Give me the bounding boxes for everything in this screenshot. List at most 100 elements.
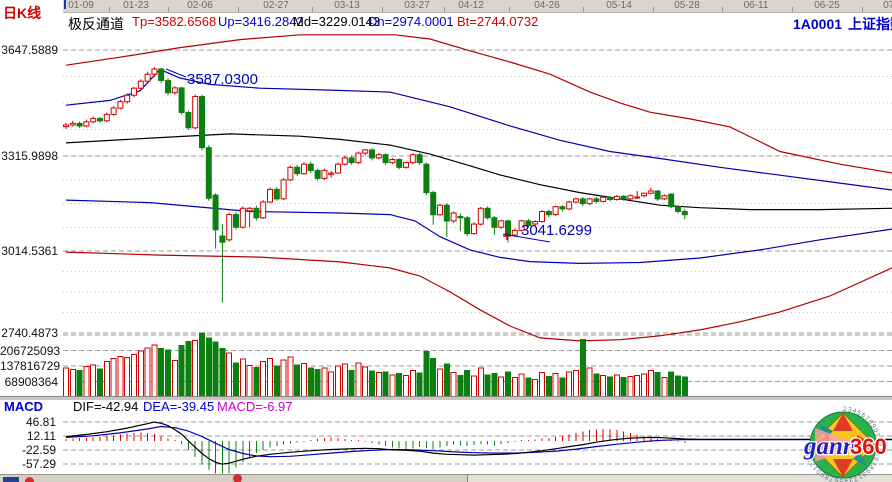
volume-bar [131, 354, 137, 398]
volume-bar [654, 372, 661, 398]
volume-bar [566, 371, 573, 398]
logo-word: gann [803, 433, 857, 460]
candle-body [348, 157, 355, 164]
candle-body [158, 68, 165, 81]
volume-bar [83, 366, 90, 398]
candle-body [90, 118, 97, 123]
candle-body [627, 195, 634, 200]
candle-body [532, 221, 539, 225]
volume-bar [457, 374, 464, 398]
logo-triangle-s [833, 459, 853, 477]
candle-body [287, 166, 294, 181]
candle-body [212, 194, 219, 231]
volume-bar [600, 374, 607, 398]
date-strip-edge-mark [64, 0, 66, 9]
candle-body [552, 206, 559, 216]
volume-bar [627, 375, 634, 398]
candle-body [423, 163, 430, 194]
volume-layer [63, 332, 688, 398]
candle-body [369, 149, 375, 159]
channel-lines-layer [65, 34, 892, 342]
volume-bar [301, 362, 307, 398]
volume-bar [117, 355, 124, 398]
scrollbar-track-right[interactable] [468, 475, 892, 482]
volume-bar [287, 356, 294, 398]
candle-body [457, 216, 464, 219]
volume-bar [579, 339, 586, 398]
channel-line-Tp [65, 34, 892, 174]
candle-body [110, 107, 117, 115]
candle-body [382, 154, 389, 164]
logo-pink-triangle [815, 428, 861, 462]
volume-bar [634, 374, 641, 398]
volume-bar [314, 369, 321, 398]
volume-bar [375, 372, 382, 398]
dif-line [65, 421, 892, 465]
volume-bar [573, 370, 579, 398]
macd-value-readout: MACD=-6.97 [217, 399, 293, 414]
indicator-value-dn: Dn=2974.0001 [368, 14, 454, 29]
candle-body [335, 163, 341, 174]
candle-body [233, 214, 239, 228]
volume-bar [103, 361, 110, 398]
channel-line-Bt [65, 251, 892, 342]
candle-body [314, 170, 321, 179]
volume-bar [124, 356, 131, 398]
volume-bar [491, 373, 498, 398]
volume-bar [369, 370, 375, 398]
volume-bar [158, 348, 165, 398]
candle-body [97, 118, 103, 122]
candle-body [178, 87, 185, 114]
candle-body [273, 188, 280, 200]
candle-body [491, 217, 498, 228]
candle-body [219, 235, 226, 243]
candle-body [647, 190, 654, 194]
logo-triangle-e [857, 435, 875, 455]
candle-body [409, 154, 416, 164]
candle-body [600, 196, 607, 202]
candle-body [341, 157, 348, 165]
candle-body [607, 196, 613, 201]
indicator-value-tp: Tp=3582.6568 [132, 14, 217, 29]
channel-line-Md [65, 133, 892, 211]
volume-bar [620, 377, 627, 398]
volume-bar [144, 347, 151, 398]
candles-layer [63, 67, 688, 303]
volume-bar [668, 371, 675, 398]
volume-bar [171, 360, 178, 398]
macd-dea-readout: DEA=-39.45 [143, 399, 215, 414]
candle-body [403, 162, 409, 168]
candle-body [355, 152, 362, 164]
candle-body [681, 211, 688, 216]
candle-body [151, 68, 158, 75]
bottom-scrollbar[interactable] [0, 474, 892, 482]
candle-body [464, 217, 471, 235]
volume-bar [396, 373, 403, 398]
candle-body [205, 147, 212, 199]
volume-bar [430, 357, 437, 398]
volume-bar [641, 373, 647, 398]
volume-bar [212, 341, 219, 398]
volume-bar [233, 362, 239, 398]
volume-bar [423, 351, 430, 398]
volume-bar [307, 367, 314, 398]
candle-body [559, 206, 566, 210]
gann360-logo: 23456789012345678901234567890123456 gann… [802, 406, 888, 482]
candle-body [579, 198, 586, 205]
indicator-value-md: Md=3229.0143 [293, 14, 381, 29]
candle-body [573, 198, 579, 203]
candle-body [518, 220, 525, 231]
volume-bar [165, 349, 171, 398]
volume-bar [552, 373, 559, 398]
volume-bar [90, 364, 97, 398]
volume-bar [382, 371, 389, 398]
candle-body [185, 112, 192, 129]
candle-body [328, 172, 335, 175]
volume-bar [267, 357, 273, 398]
candle-body [246, 207, 253, 212]
period-label: 日K线 [3, 5, 42, 21]
indicator-name: 极反通道 [68, 16, 124, 32]
volume-bar [280, 359, 287, 398]
symbol-code: 1A0001 [793, 16, 843, 32]
